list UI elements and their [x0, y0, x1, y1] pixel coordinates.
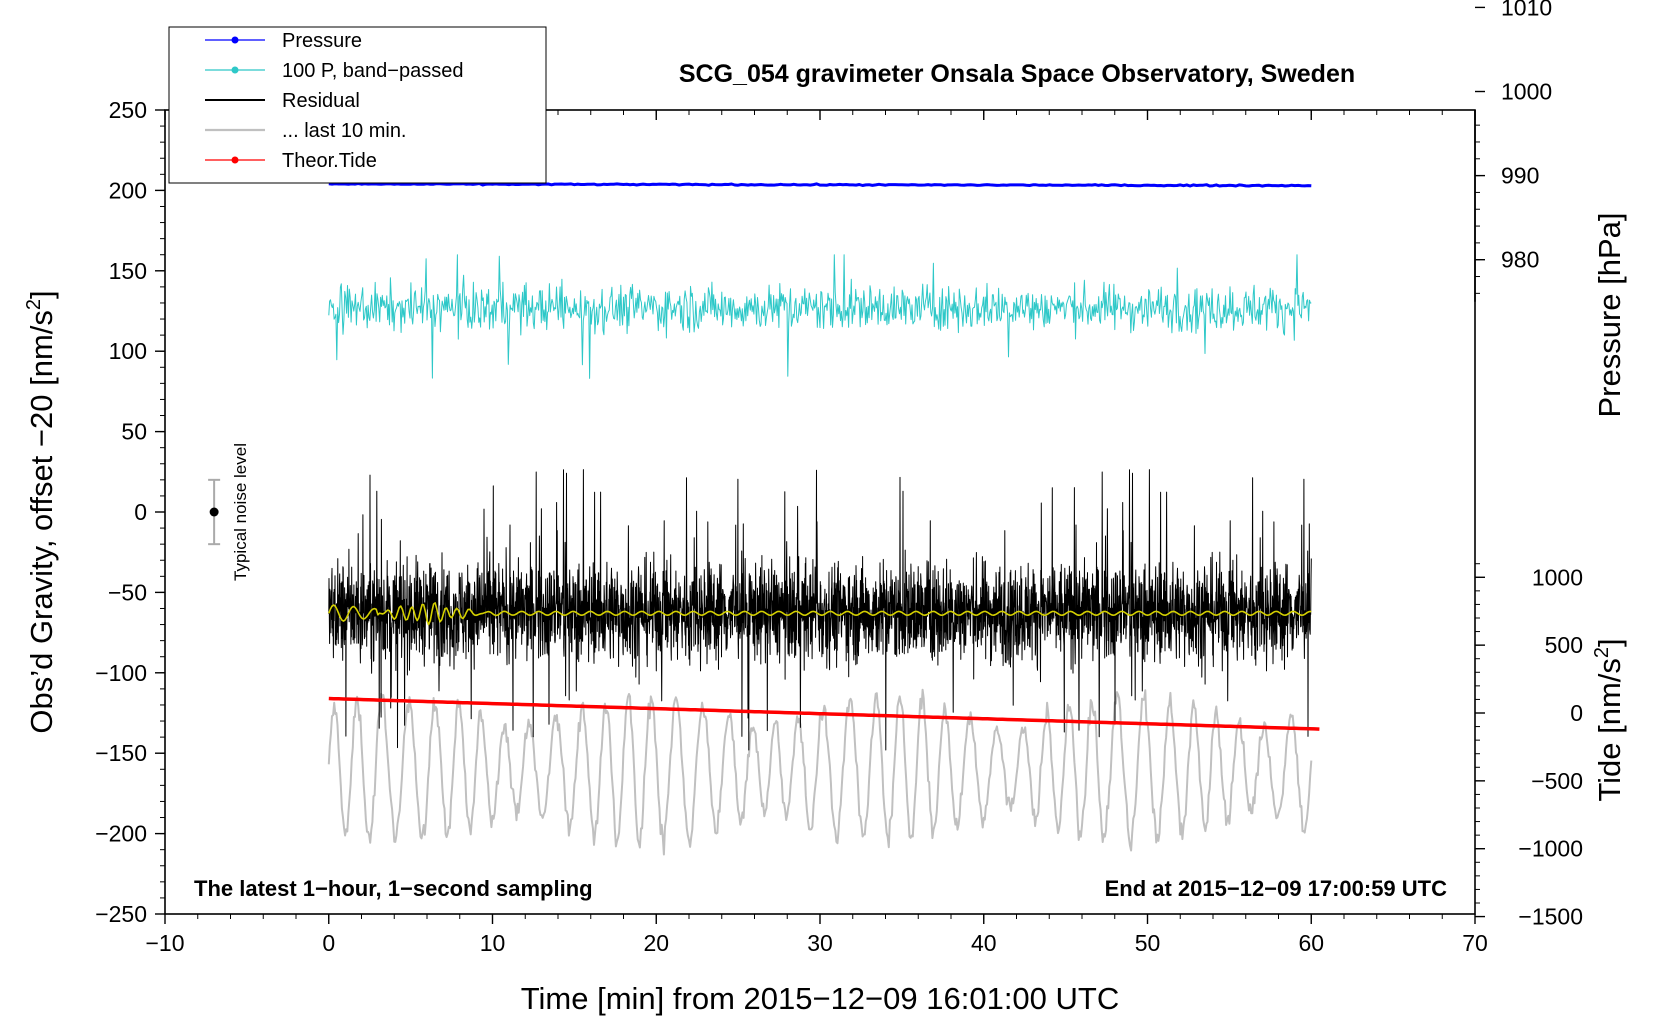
noise-center-dot: [209, 507, 219, 517]
series-theor-tide: [328, 696, 1320, 731]
y-axis-label-right-tide-sup: 2: [1591, 647, 1613, 658]
x-tick-label: 0: [322, 930, 335, 956]
tide-tick-label: 1000: [1532, 564, 1583, 590]
legend-entry-last-10-min: ... last 10 min.: [205, 120, 407, 142]
y-tick-label: −200: [95, 821, 147, 847]
y-axis-right-tide: 1000 500 0 −500 −1000 −1500: [1475, 563, 1583, 930]
legend-marker-theor-tide: [231, 156, 239, 164]
annotation-end-time: End at 2015−12−09 17:00:59 UTC: [1105, 876, 1448, 901]
y-axis-label-left-close: ]: [24, 290, 59, 299]
legend-entry-pressure: Pressure: [205, 30, 362, 52]
tide-tick-label: −1000: [1518, 836, 1583, 862]
y-tick-label: 250: [109, 97, 147, 123]
y-tick-label: 100: [109, 338, 147, 364]
x-tick-label: 20: [643, 930, 669, 956]
y-tick-label: 50: [121, 419, 147, 445]
y-axis-right-pressure: 9809901000101010201030: [1474, 0, 1552, 302]
noise-level-indicator: Typical noise level: [208, 443, 250, 581]
legend-marker-pressure: [231, 36, 239, 44]
series-smoothed-residual: [328, 602, 1312, 626]
tide-tick-label: −500: [1531, 768, 1583, 794]
y-tick-label: 150: [109, 258, 147, 284]
annotation-sampling: The latest 1−hour, 1−second sampling: [194, 876, 593, 901]
y-axis-label-right-tide-close: ]: [1592, 638, 1627, 647]
noise-level-label: Typical noise level: [231, 443, 250, 581]
legend-label-residual: Residual: [282, 90, 360, 112]
legend-label-bandpassed: 100 P, band−passed: [282, 60, 463, 82]
legend-entry-bandpassed: 100 P, band−passed: [205, 60, 463, 82]
legend-label-theor-tide: Theor.Tide: [282, 150, 377, 172]
x-tick-label: 70: [1462, 930, 1488, 956]
y-axis-label-left: Obs’d Gravity, offset −20 [nm/s2]: [23, 290, 59, 733]
legend-label-pressure: Pressure: [282, 30, 362, 52]
x-tick-label: 60: [1298, 930, 1324, 956]
x-tick-label: −10: [145, 930, 184, 956]
x-axis: −10 0 10 20 30 40 50 60 70: [145, 110, 1488, 956]
y-axis-label-right-tide-main: Tide [nm/s: [1592, 658, 1627, 802]
pressure-tick-label: 980: [1501, 247, 1539, 273]
y-tick-label: 0: [134, 499, 147, 525]
pressure-tick-label: 1000: [1501, 79, 1552, 105]
legend-label-last-10-min: ... last 10 min.: [282, 120, 407, 142]
tide-tick-label: 500: [1545, 632, 1583, 658]
legend-entry-residual: Residual: [205, 90, 360, 112]
data-traces: [327, 182, 1320, 856]
x-axis-label: Time [min] from 2015−12−09 16:01:00 UTC: [521, 981, 1120, 1016]
y-axis-label-right-tide: Tide [nm/s2]: [1591, 638, 1627, 801]
series-residual: [328, 469, 1312, 751]
y-tick-label: 200: [109, 177, 147, 203]
legend-box: [168, 26, 547, 184]
y-axis-label-left-sup: 2: [23, 299, 45, 310]
y-axis-label-right-pressure: Pressure [hPa]: [1592, 212, 1627, 417]
x-tick-label: 10: [480, 930, 506, 956]
y-tick-label: −250: [95, 901, 147, 927]
pressure-tick-label: 990: [1501, 163, 1539, 189]
series-pressure: [328, 182, 1312, 188]
legend: Pressure 100 P, band−passed Residual ...…: [168, 26, 547, 184]
y-axis-label-left-main: Obs’d Gravity, offset −20 [nm/s: [24, 310, 59, 734]
plot-frame: [164, 109, 1476, 915]
y-axis-left: 250 200 150 100 50 0 −50 −100 −150 −200 −250: [95, 97, 165, 927]
y-tick-label: −100: [95, 660, 147, 686]
x-tick-label: 40: [971, 930, 997, 956]
x-tick-label: 30: [807, 930, 833, 956]
chart-title: SCG_054 gravimeter Onsala Space Observat…: [679, 60, 1355, 88]
legend-marker-bandpassed: [231, 66, 239, 74]
series-band-passed: [328, 254, 1312, 379]
legend-entry-theor-tide: Theor.Tide: [205, 150, 377, 172]
tide-tick-label: −1500: [1518, 904, 1583, 930]
pressure-tick-label: 1010: [1501, 0, 1552, 20]
y-tick-label: −150: [95, 740, 147, 766]
tide-tick-label: 0: [1570, 700, 1583, 726]
y-tick-label: −50: [108, 579, 147, 605]
x-tick-label: 50: [1135, 930, 1161, 956]
